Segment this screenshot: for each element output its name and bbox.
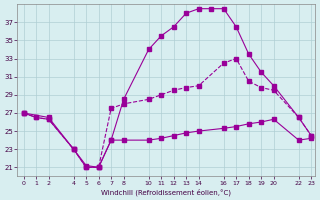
X-axis label: Windchill (Refroidissement éolien,°C): Windchill (Refroidissement éolien,°C) — [101, 188, 231, 196]
